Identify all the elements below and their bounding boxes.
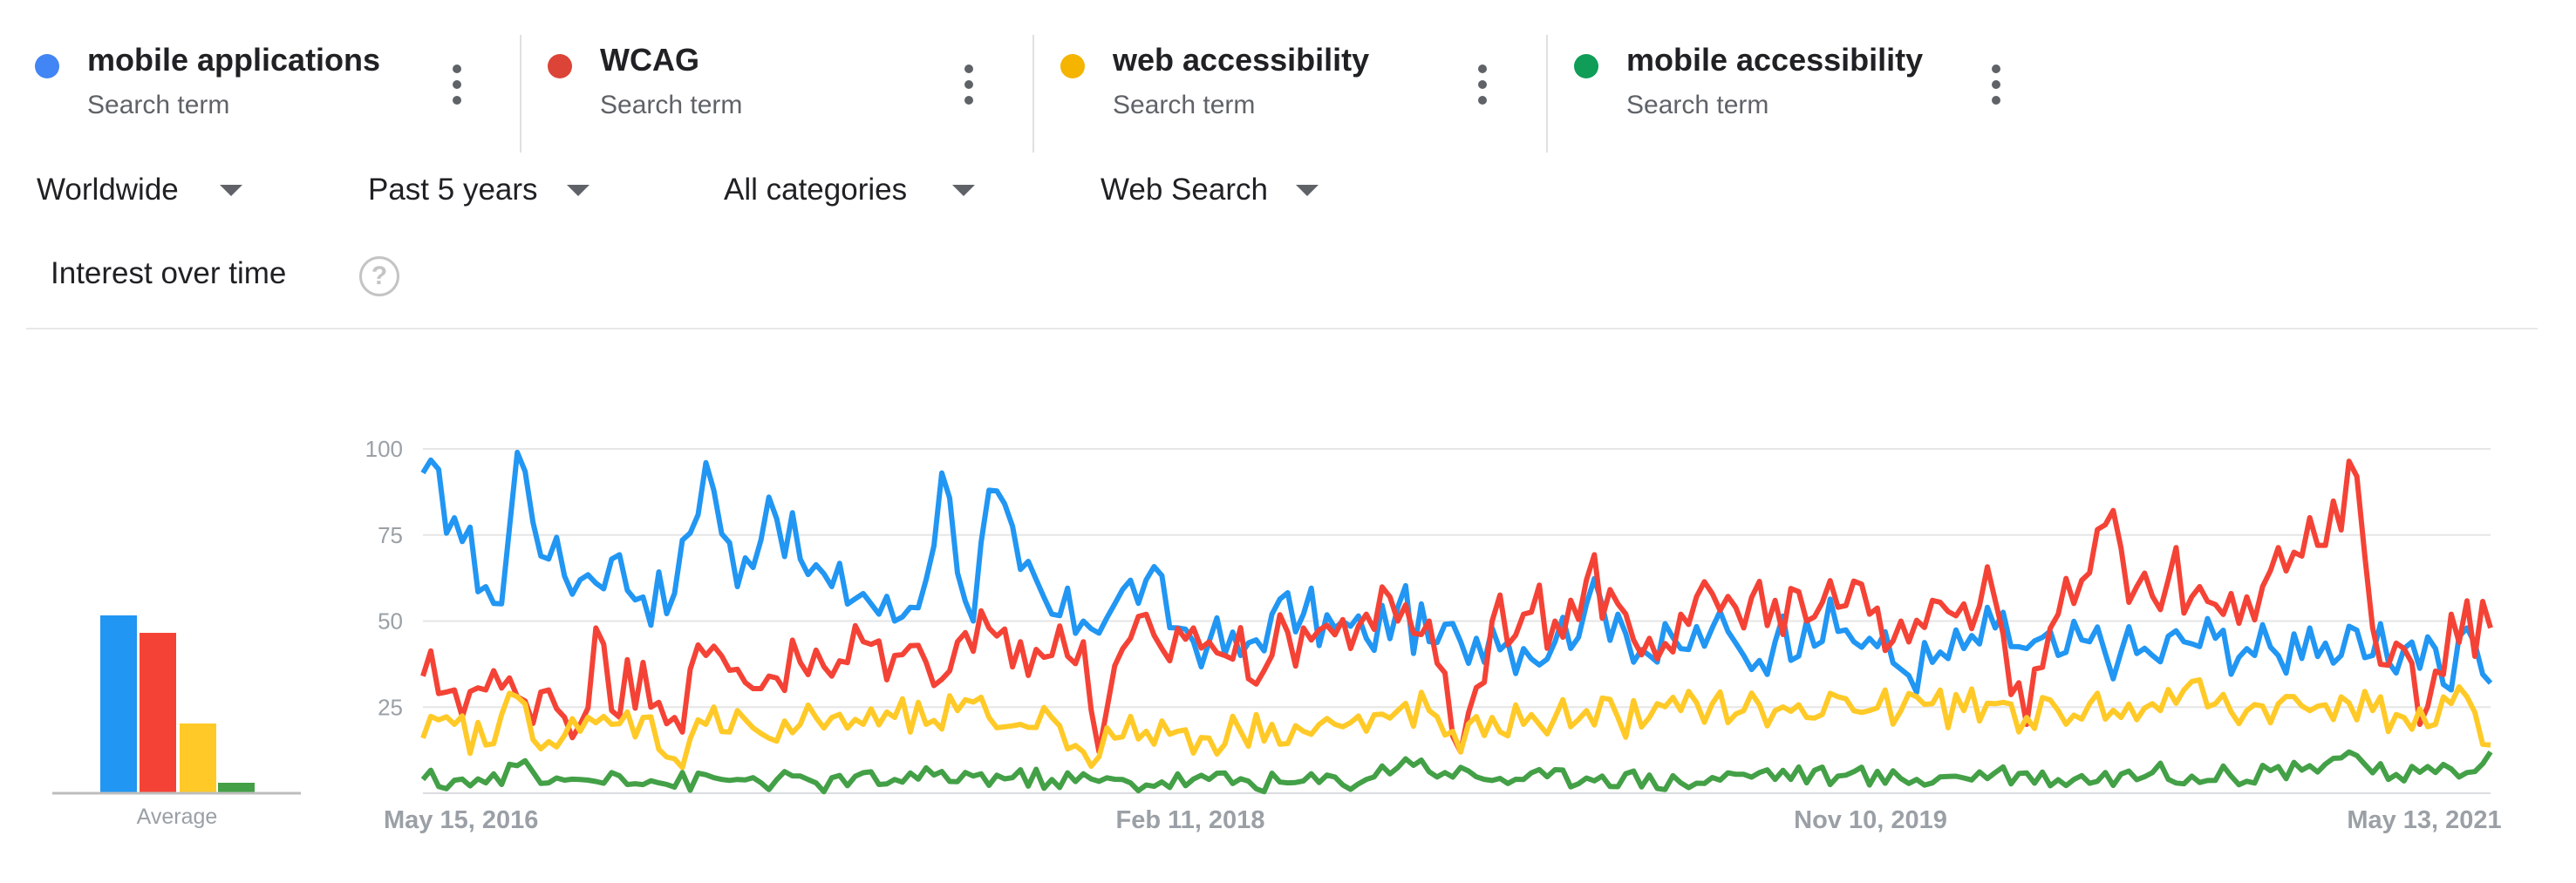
series-line-4	[420, 749, 2493, 795]
series-color-dot	[1574, 54, 1598, 78]
caret-down-icon	[567, 185, 589, 196]
search-term-type: Search term	[600, 91, 743, 119]
caret-down-icon	[952, 185, 975, 196]
x-tick-label: May 15, 2016	[384, 806, 538, 834]
term-divider	[1032, 35, 1034, 153]
term-divider	[520, 35, 521, 153]
help-circle-icon[interactable]: ?	[359, 256, 399, 296]
y-tick-label: 75	[378, 522, 403, 548]
average-bar-4	[218, 783, 255, 793]
chart-axis-labels: 25 50 75 100 May 15, 2016 Feb 11, 2018 Nov 10,…	[365, 436, 2502, 834]
search-terms-bar: mobile applications Search term WCAG Sea…	[0, 0, 2576, 153]
average-label: Average	[137, 805, 218, 829]
series-line-2	[420, 458, 2493, 755]
chart-series-lines	[420, 450, 2493, 795]
filters-bar: Worldwide Past 5 years All categories We…	[0, 166, 2576, 218]
series-color-dot	[548, 54, 572, 78]
search-term-name: WCAG	[600, 42, 699, 78]
search-type-label: Web Search	[1101, 173, 1268, 207]
more-vert-icon[interactable]	[1990, 65, 2002, 105]
time-range-label: Past 5 years	[368, 173, 538, 207]
series-color-dot	[1060, 54, 1085, 78]
category-label: All categories	[724, 173, 908, 207]
caret-down-icon	[1296, 185, 1319, 196]
search-term-type: Search term	[87, 91, 230, 119]
series-line-1	[420, 450, 2493, 696]
term-divider	[1546, 35, 1548, 153]
average-bar-2	[140, 633, 176, 793]
series-color-dot	[35, 54, 59, 78]
more-vert-icon[interactable]	[451, 65, 463, 105]
series-line-3	[420, 677, 2491, 771]
more-vert-icon[interactable]	[963, 65, 975, 105]
y-tick-label: 50	[378, 608, 403, 635]
average-bar-1	[100, 615, 137, 793]
y-tick-label: 100	[365, 436, 403, 462]
chart-gridlines	[423, 448, 2491, 794]
more-vert-icon[interactable]	[1476, 65, 1489, 105]
y-tick-label: 25	[378, 694, 403, 720]
region-label: Worldwide	[37, 173, 179, 207]
x-tick-label: May 13, 2021	[2347, 806, 2501, 834]
search-term-name: mobile applications	[87, 42, 381, 78]
search-term-name: mobile accessibility	[1626, 42, 1924, 78]
search-term-type: Search term	[1113, 91, 1256, 119]
average-bar-3	[180, 723, 216, 793]
x-tick-label: Nov 10, 2019	[1794, 806, 1947, 834]
section-title: Interest over time	[51, 256, 287, 290]
search-term-name: web accessibility	[1113, 42, 1370, 78]
caret-down-icon	[220, 185, 242, 196]
average-bars: Average	[52, 615, 301, 829]
x-tick-label: Feb 11, 2018	[1116, 806, 1265, 834]
search-term-type: Search term	[1626, 91, 1769, 119]
section-divider	[26, 328, 2538, 329]
